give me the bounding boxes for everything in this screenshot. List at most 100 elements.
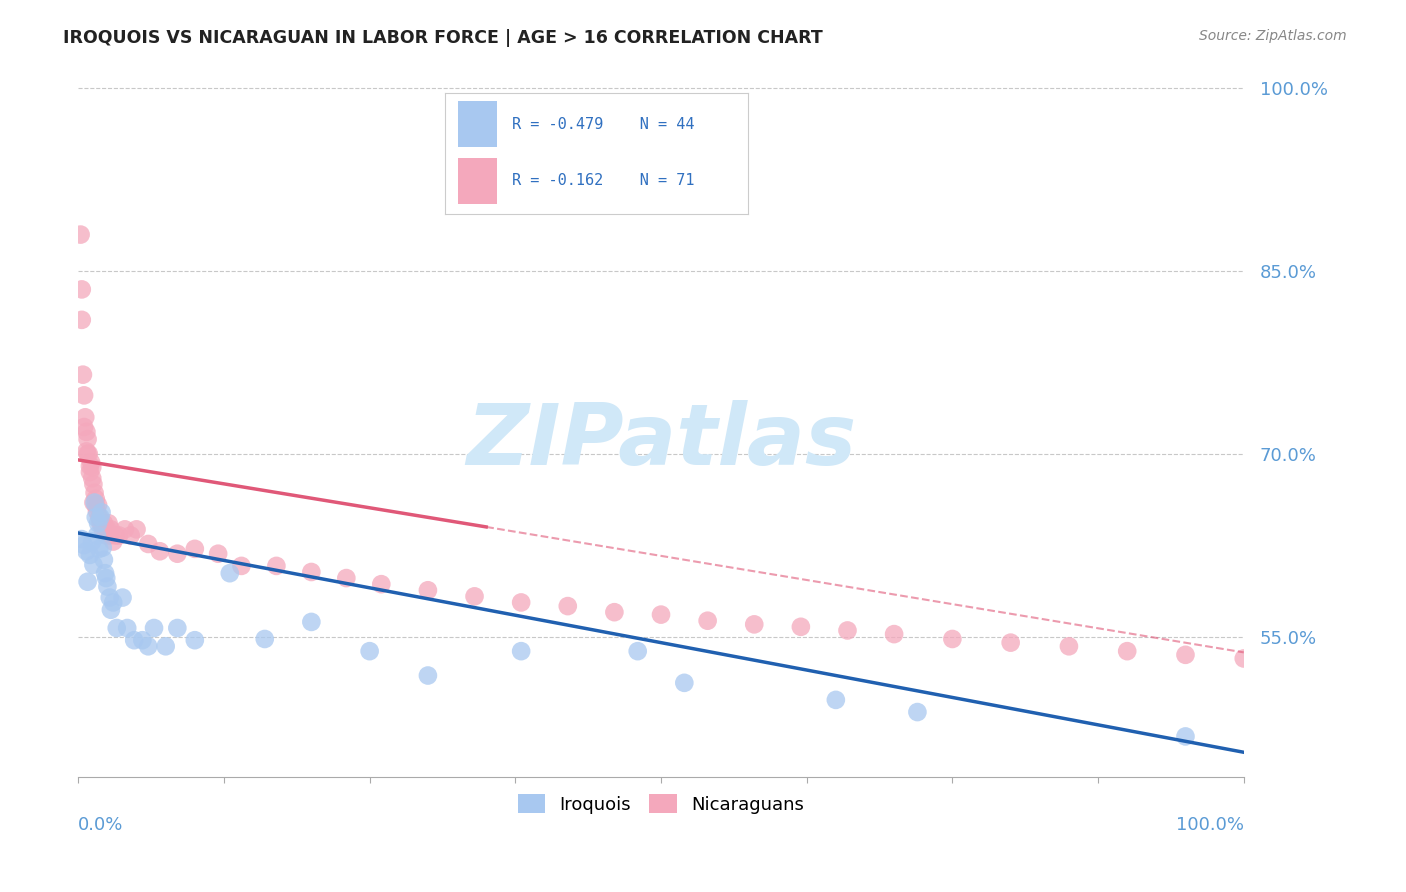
Point — [103, 534, 125, 549]
Point — [72, 368, 94, 382]
Point — [299, 565, 322, 579]
Point — [184, 541, 207, 556]
Point — [1000, 635, 1022, 649]
Point — [93, 516, 115, 531]
Point — [837, 624, 859, 638]
Point — [91, 541, 114, 555]
Point — [82, 471, 104, 485]
Point — [89, 516, 111, 531]
Point — [86, 504, 108, 518]
Point — [93, 553, 115, 567]
Point — [77, 447, 100, 461]
Point — [370, 577, 392, 591]
Point — [155, 640, 177, 654]
Text: 0.0%: 0.0% — [79, 816, 124, 834]
Point — [75, 425, 97, 439]
Point — [464, 590, 486, 604]
Point — [149, 544, 172, 558]
Point — [69, 227, 91, 242]
Point — [79, 548, 101, 562]
Point — [84, 510, 107, 524]
Point — [231, 558, 253, 573]
Point — [115, 621, 138, 635]
Point — [1233, 651, 1256, 665]
Point — [82, 477, 104, 491]
Point — [96, 571, 118, 585]
Point — [883, 627, 905, 641]
Point — [73, 420, 96, 434]
Point — [120, 528, 142, 542]
Point — [94, 566, 117, 581]
Point — [673, 676, 696, 690]
Point — [73, 538, 96, 552]
Point — [100, 603, 122, 617]
Point — [941, 632, 963, 646]
Point — [627, 644, 650, 658]
Point — [70, 282, 93, 296]
Point — [1174, 648, 1197, 662]
Point — [76, 574, 98, 589]
Point — [104, 528, 127, 542]
Point — [510, 644, 533, 658]
Point — [143, 621, 166, 635]
Point — [1116, 644, 1139, 658]
Point — [89, 510, 111, 524]
Point — [76, 432, 98, 446]
Point — [105, 621, 128, 635]
Point — [96, 522, 118, 536]
Point — [70, 532, 93, 546]
Point — [75, 444, 97, 458]
Point — [166, 621, 188, 635]
Point — [184, 633, 207, 648]
Point — [75, 410, 97, 425]
Point — [82, 495, 104, 509]
Point — [84, 498, 107, 512]
Point — [79, 458, 101, 473]
Point — [97, 516, 120, 531]
Point — [89, 541, 111, 556]
Point — [73, 388, 96, 402]
Point — [696, 614, 718, 628]
Point — [108, 528, 131, 542]
Legend: Iroquois, Nicaraguans: Iroquois, Nicaraguans — [510, 788, 811, 821]
Point — [125, 522, 148, 536]
Point — [111, 591, 134, 605]
Point — [87, 498, 110, 512]
Point — [89, 510, 111, 524]
Text: 100.0%: 100.0% — [1175, 816, 1244, 834]
Point — [84, 491, 107, 506]
Point — [96, 580, 118, 594]
Point — [122, 633, 145, 648]
Point — [82, 534, 104, 549]
Point — [100, 522, 122, 536]
Point — [359, 644, 381, 658]
Point — [266, 558, 288, 573]
Point — [87, 516, 110, 531]
Point — [96, 528, 118, 542]
Point — [82, 558, 104, 572]
Point — [742, 617, 765, 632]
Point — [510, 595, 533, 609]
Point — [790, 620, 813, 634]
Point — [98, 591, 121, 605]
Point — [136, 640, 159, 654]
Point — [166, 547, 188, 561]
Text: IROQUOIS VS NICARAGUAN IN LABOR FORCE | AGE > 16 CORRELATION CHART: IROQUOIS VS NICARAGUAN IN LABOR FORCE | … — [63, 29, 823, 46]
Point — [94, 522, 117, 536]
Point — [90, 505, 112, 519]
Point — [824, 693, 846, 707]
Point — [79, 465, 101, 479]
Point — [75, 544, 97, 558]
Point — [416, 583, 439, 598]
Point — [103, 595, 125, 609]
Point — [907, 705, 929, 719]
Point — [80, 455, 103, 469]
Point — [603, 605, 626, 619]
Point — [86, 528, 108, 542]
Point — [114, 522, 136, 536]
Text: Source: ZipAtlas.com: Source: ZipAtlas.com — [1199, 29, 1347, 43]
Point — [76, 447, 98, 461]
Point — [650, 607, 672, 622]
Point — [1057, 640, 1080, 654]
Point — [416, 668, 439, 682]
